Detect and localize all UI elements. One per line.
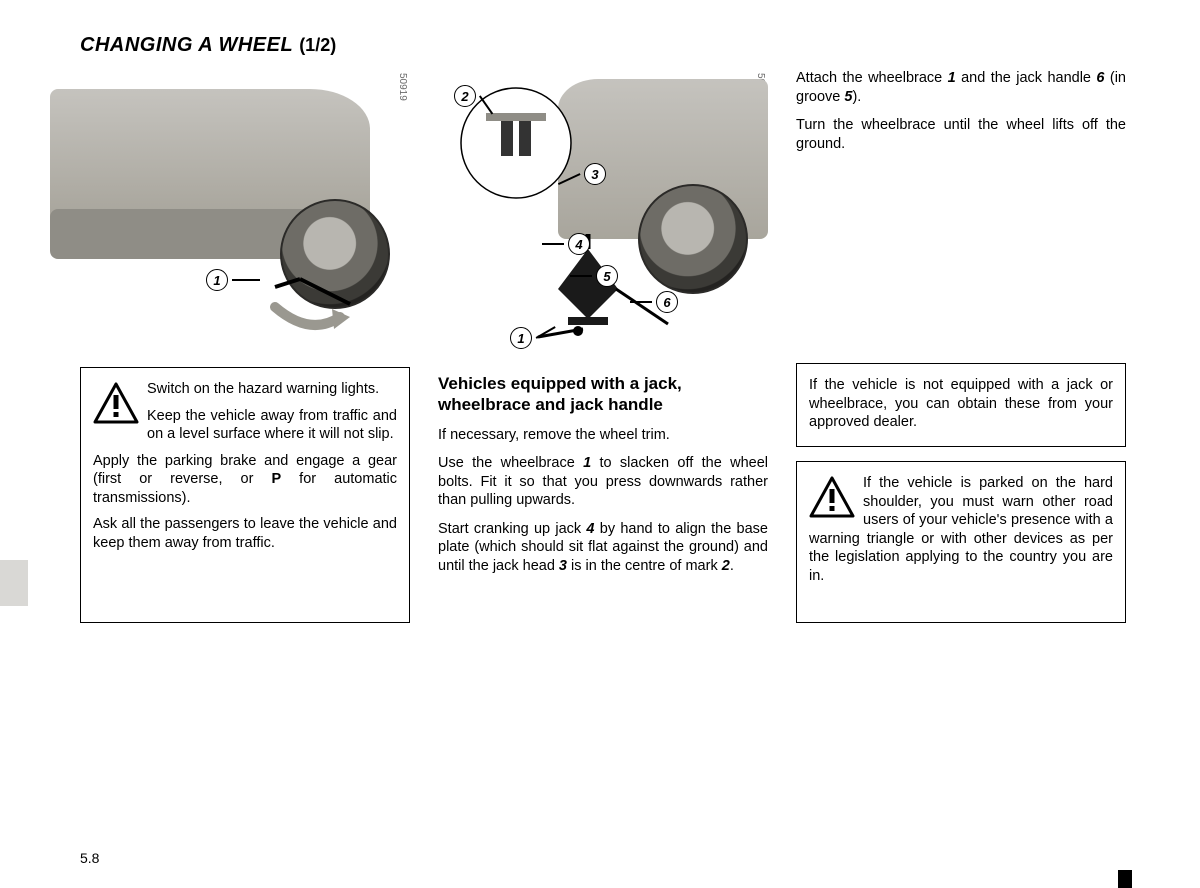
figure-right: 50920 xyxy=(438,69,768,359)
page-number: 5.8 xyxy=(80,850,99,866)
warning-box-hazards: Switch on the hazard warning lights. Kee… xyxy=(80,367,410,623)
col3-p2: Turn the wheelbrace until the wheel lift… xyxy=(796,116,1126,153)
callout-1b: 1 xyxy=(510,327,558,349)
callout-2: 2 xyxy=(454,85,502,107)
col2-p3: Start cranking up jack 4 by hand to alig… xyxy=(438,520,768,576)
figure-left: 50919 1 xyxy=(80,69,410,359)
warning-icon xyxy=(93,382,139,424)
callout-1: 1 xyxy=(206,269,260,291)
page-title: CHANGING A WHEEL (1/2) xyxy=(80,34,1140,57)
motion-arrow xyxy=(270,299,350,339)
callout-5: 5 xyxy=(570,265,618,287)
warning-box-triangle: If the vehicle is parked on the hard sho… xyxy=(796,461,1126,623)
col2-p1: If necessary, remove the wheel trim. xyxy=(438,426,768,445)
info-box-dealer: If the vehicle is not equipped with a ja… xyxy=(796,363,1126,447)
column-2: 50920 xyxy=(438,69,768,637)
callout-6: 6 xyxy=(630,291,678,313)
figure-id-left: 50919 xyxy=(397,73,408,101)
column-1: 50919 1 xyxy=(80,69,410,637)
title-sub: (1/2) xyxy=(299,35,336,56)
corner-mark xyxy=(1118,870,1132,888)
callout-3: 3 xyxy=(556,163,606,185)
column-3: Attach the wheelbrace 1 and the jack han… xyxy=(796,69,1126,637)
warn-p4: Ask all the passengers to leave the vehi… xyxy=(93,515,397,552)
manual-page: CHANGING A WHEEL (1/2) 50919 xyxy=(0,0,1200,637)
col2-p2: Use the wheelbrace 1 to slacken off the … xyxy=(438,454,768,510)
title-main: CHANGING A WHEEL xyxy=(80,34,293,57)
warning-icon xyxy=(809,476,855,518)
warn-p3: Apply the parking brake and engage a gea… xyxy=(93,452,397,508)
section-subhead: Vehicles equipped with a jack, wheelbrac… xyxy=(438,373,768,416)
callout-4: 4 xyxy=(542,233,590,255)
col3-p1: Attach the wheelbrace 1 and the jack han… xyxy=(796,69,1126,106)
edge-tab xyxy=(0,560,28,606)
